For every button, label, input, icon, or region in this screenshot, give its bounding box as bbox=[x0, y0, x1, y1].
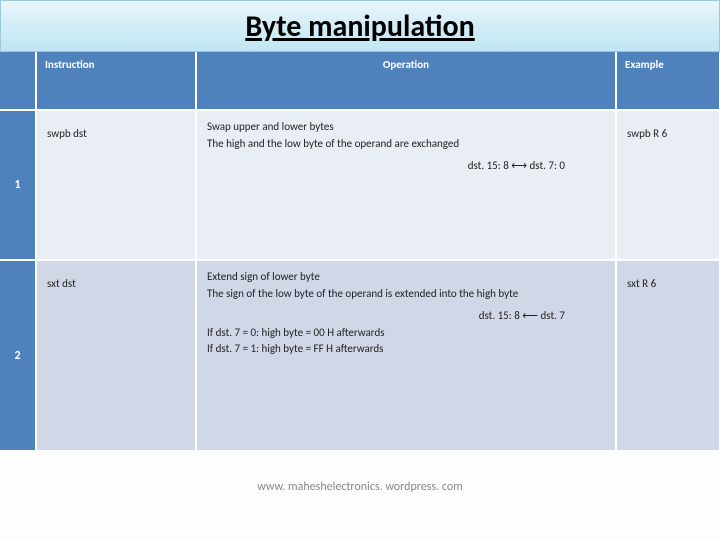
page-title: Byte manipulation bbox=[245, 8, 474, 45]
table-header-row: Instruction Operation Example bbox=[0, 52, 720, 110]
cell-instruction: swpb dst bbox=[36, 110, 196, 260]
header-example: Example bbox=[616, 52, 720, 110]
row-number: 1 bbox=[0, 110, 36, 260]
op-exchange: dst. 15: 8 ⟷ dst. 7: 0 bbox=[207, 158, 605, 175]
op-text: If dst. 7 = 0: high byte = 00 H afterwar… bbox=[207, 325, 605, 342]
op-exchange: dst. 15: 8 ⟵ dst. 7 bbox=[207, 308, 605, 325]
cell-example: sxt R 6 bbox=[616, 260, 720, 450]
op-text: The high and the low byte of the operand… bbox=[207, 136, 605, 153]
cell-instruction: sxt dst bbox=[36, 260, 196, 450]
title-bar: Byte manipulation bbox=[0, 0, 720, 52]
op-text: Swap upper and lower bytes bbox=[207, 119, 605, 136]
op-text: Extend sign of lower byte bbox=[207, 269, 605, 286]
cell-operation: Swap upper and lower bytes The high and … bbox=[196, 110, 616, 260]
table-row: 1 swpb dst Swap upper and lower bytes Th… bbox=[0, 110, 720, 260]
header-instruction: Instruction bbox=[36, 52, 196, 110]
cell-operation: Extend sign of lower byte The sign of th… bbox=[196, 260, 616, 450]
header-operation: Operation bbox=[196, 52, 616, 110]
instruction-table: Instruction Operation Example 1 swpb dst… bbox=[0, 52, 720, 450]
op-text: If dst. 7 = 1: high byte = FF H afterwar… bbox=[207, 341, 605, 358]
op-text: The sign of the low byte of the operand … bbox=[207, 286, 605, 303]
header-blank bbox=[0, 52, 36, 110]
row-number: 2 bbox=[0, 260, 36, 450]
table-row: 2 sxt dst Extend sign of lower byte The … bbox=[0, 260, 720, 450]
cell-example: swpb R 6 bbox=[616, 110, 720, 260]
footer-url: www. maheshelectronics. wordpress. com bbox=[0, 480, 720, 494]
